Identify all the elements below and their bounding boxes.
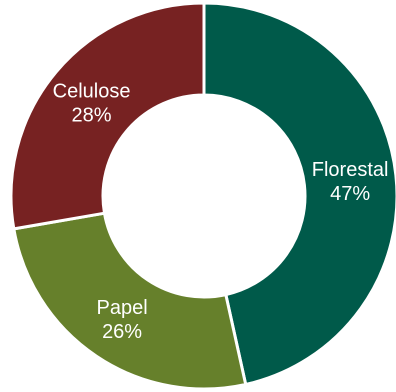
slice-papel [12, 211, 248, 391]
slice-label-celulose: Celulose [53, 80, 131, 102]
slice-florestal [202, 1, 396, 387]
slice-label-papel: Papel [97, 297, 148, 319]
slice-value-papel: 26% [102, 321, 142, 343]
slice-value-florestal: 47% [330, 183, 370, 205]
donut-slices [9, 1, 396, 391]
slice-label-florestal: Florestal [312, 159, 389, 181]
slice-value-celulose: 28% [72, 104, 112, 126]
slice-celulose [9, 1, 206, 231]
